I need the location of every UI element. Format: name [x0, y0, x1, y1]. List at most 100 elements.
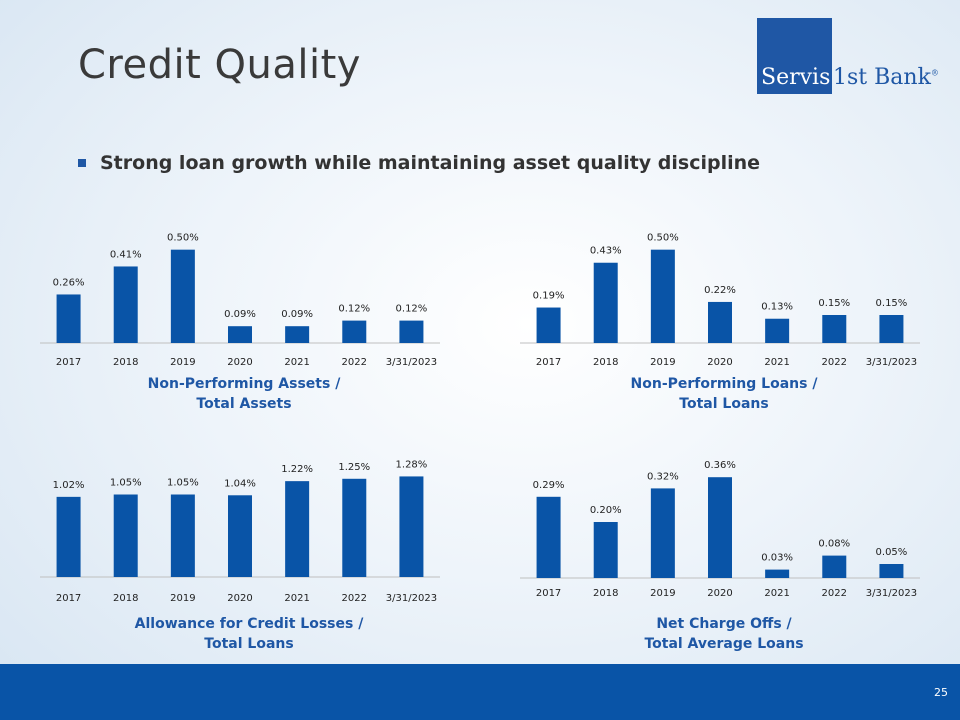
data-label: 0.50%: [167, 233, 199, 244]
chart-acl-plot: 1.02% 2017 1.05% 2018 1.05% 2019 1.04% 2020 1.22…: [40, 459, 440, 604]
chart-nco: 0.29% 2017 0.20% 2018 0.32% 2019 0.36% 2020 0.03…: [514, 424, 934, 608]
x-tick-label: 2021: [284, 357, 309, 368]
bar: [650, 249, 675, 343]
x-tick-label: 2019: [650, 357, 675, 368]
bar: [879, 564, 904, 578]
servis1st-bank-logo: Servis 1st Bank®: [757, 18, 947, 94]
bar: [342, 478, 367, 577]
data-label: 0.09%: [224, 309, 256, 320]
logo-text-part2: 1st Bank®: [833, 65, 939, 90]
chart-npa-plot: 0.26% 2017 0.41% 2018 0.50% 2019 0.09% 2020 0.09…: [40, 233, 440, 368]
data-label: 0.08%: [818, 539, 850, 550]
x-tick-label: 2022: [342, 357, 367, 368]
x-tick-label: 2017: [56, 357, 81, 368]
bar: [708, 477, 732, 578]
bar: [399, 320, 424, 343]
bar: [113, 266, 138, 343]
bar: [113, 494, 138, 577]
data-label: 0.36%: [704, 460, 736, 471]
bar: [228, 495, 252, 577]
bar: [56, 294, 81, 343]
chart-npl-title: Non-Performing Loans / Total Loans: [514, 374, 934, 414]
x-tick-label: 2018: [593, 357, 618, 368]
slide-title: Credit Quality: [78, 42, 361, 88]
x-tick-label: 2022: [822, 357, 847, 368]
bar: [342, 320, 367, 343]
chart-npa: 0.26% 2017 0.41% 2018 0.50% 2019 0.09% 2020 0.09…: [34, 200, 454, 372]
bullet-text: Strong loan growth while maintaining ass…: [100, 152, 761, 174]
x-tick-label: 3/31/2023: [866, 588, 917, 599]
data-label: 0.03%: [761, 553, 793, 564]
bar: [285, 481, 310, 577]
x-tick-label: 2018: [113, 593, 138, 604]
bullet-point: Strong loan growth while maintaining ass…: [78, 152, 760, 174]
bar: [228, 326, 252, 343]
data-label: 0.19%: [533, 291, 565, 302]
bar: [170, 249, 195, 343]
data-label: 1.05%: [167, 478, 199, 489]
x-tick-label: 2021: [764, 357, 789, 368]
bar: [650, 488, 675, 578]
x-tick-label: 2019: [650, 588, 675, 599]
data-label: 0.12%: [338, 304, 370, 315]
x-tick-label: 3/31/2023: [386, 593, 437, 604]
chart-title-line1: Net Charge Offs /: [656, 616, 792, 632]
x-tick-label: 2017: [536, 588, 561, 599]
chart-title-line1: Non-Performing Assets /: [147, 376, 341, 392]
footer-bar: 25: [0, 664, 960, 720]
bar: [879, 315, 904, 343]
x-tick-label: 3/31/2023: [866, 357, 917, 368]
x-tick-label: 2019: [170, 593, 195, 604]
bar: [593, 522, 618, 578]
bar: [822, 315, 847, 343]
page-number: 25: [934, 686, 948, 699]
x-tick-label: 2021: [764, 588, 789, 599]
data-label: 1.05%: [110, 478, 142, 489]
chart-acl-title: Allowance for Credit Losses / Total Loan…: [34, 614, 464, 654]
data-label: 0.22%: [704, 285, 736, 296]
chart-title-line2: Total Loans: [204, 636, 294, 652]
data-label: 0.43%: [590, 246, 622, 257]
chart-nco-title: Net Charge Offs / Total Average Loans: [514, 614, 934, 654]
bar: [399, 476, 424, 577]
x-tick-label: 2018: [113, 357, 138, 368]
chart-npl: 0.19% 2017 0.43% 2018 0.50% 2019 0.22% 2020 0.13…: [514, 200, 934, 372]
chart-npa-title: Non-Performing Assets / Total Assets: [34, 374, 454, 414]
data-label: 0.50%: [647, 233, 679, 244]
square-bullet-icon: [78, 159, 86, 167]
x-tick-label: 2022: [342, 593, 367, 604]
x-tick-label: 2020: [707, 588, 732, 599]
data-label: 0.26%: [53, 277, 85, 288]
x-tick-label: 2017: [536, 357, 561, 368]
x-tick-label: 2020: [227, 357, 252, 368]
bar: [765, 318, 790, 343]
bar: [536, 307, 561, 343]
bar: [536, 496, 561, 578]
bar: [56, 496, 81, 577]
chart-npl-plot: 0.19% 2017 0.43% 2018 0.50% 2019 0.22% 2020 0.13…: [520, 233, 920, 368]
data-label: 0.20%: [590, 505, 622, 516]
data-label: 0.05%: [876, 547, 908, 558]
data-label: 1.04%: [224, 478, 256, 489]
x-tick-label: 2021: [284, 593, 309, 604]
data-label: 0.12%: [396, 304, 428, 315]
data-label: 0.15%: [876, 298, 908, 309]
data-label: 0.29%: [533, 480, 565, 491]
data-label: 0.09%: [281, 309, 313, 320]
x-tick-label: 2022: [822, 588, 847, 599]
x-tick-label: 2019: [170, 357, 195, 368]
chart-nco-plot: 0.29% 2017 0.20% 2018 0.32% 2019 0.36% 2020 0.03…: [520, 460, 920, 599]
data-label: 1.22%: [281, 464, 313, 475]
data-label: 1.28%: [396, 459, 428, 470]
data-label: 0.41%: [110, 249, 142, 260]
bar: [708, 301, 732, 343]
data-label: 1.02%: [53, 480, 85, 491]
x-tick-label: 2018: [593, 588, 618, 599]
chart-title-line2: Total Average Loans: [644, 636, 804, 652]
bar: [822, 555, 847, 578]
x-tick-label: 2020: [707, 357, 732, 368]
bar: [593, 262, 618, 343]
chart-title-line2: Total Assets: [196, 396, 292, 412]
data-label: 0.13%: [761, 302, 793, 313]
bar: [765, 569, 790, 578]
